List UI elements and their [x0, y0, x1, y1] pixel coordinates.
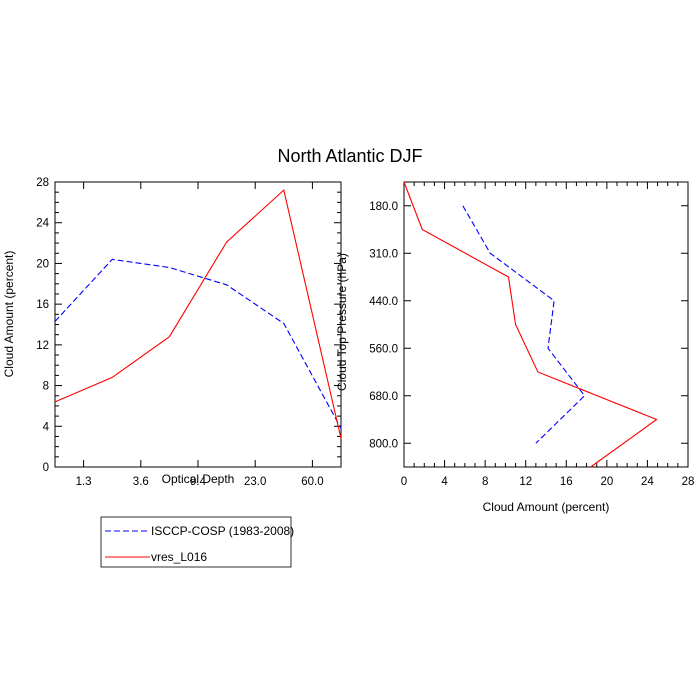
- right-xtick-label-2: 8: [482, 476, 488, 488]
- left-ticks: 0 4 8 12 16 20 24 28 1.3 3.6 9.4 23.0 60.0: [36, 177, 341, 488]
- right-xlabel: Cloud Amount (percent): [483, 500, 610, 514]
- right-plot-frame: [403, 181, 689, 468]
- left-ylabel: Cloud Amount (percent): [2, 251, 16, 378]
- optical-depth-panel: 0 4 8 12 16 20 24 28 1.3 3.6 9.4 23.0 60.0 Optical D…: [2, 177, 342, 488]
- right-xtick-label-1: 4: [441, 476, 448, 488]
- left-xtick-label-3: 23.0: [244, 476, 266, 488]
- left-ytick-label-4: 16: [36, 299, 49, 311]
- left-series: [54, 189, 342, 439]
- left-series-line-1: [54, 189, 342, 439]
- right-xtick-label-4: 16: [560, 476, 573, 488]
- right-ytick-label-3: 560.0: [369, 343, 398, 355]
- right-xtick-label-7: 28: [682, 476, 695, 488]
- left-ytick-label-5: 20: [36, 258, 49, 270]
- left-plot-frame: [54, 181, 342, 468]
- right-ylabel: Cloud Top Pressure (hPa): [335, 253, 349, 391]
- right-ytick-label-2: 440.0: [369, 296, 398, 308]
- left-xtick-label-4: 60.0: [301, 476, 323, 488]
- left-series-line-0: [54, 258, 342, 429]
- right-xtick-label-5: 20: [600, 476, 613, 488]
- legend-label-1: vres_L016: [151, 550, 207, 564]
- left-ytick-label-6: 24: [36, 218, 49, 230]
- legend: ISCCP-COSP (1983-2008) vres_L016: [100, 516, 294, 568]
- legend-label-0: ISCCP-COSP (1983-2008): [151, 524, 294, 538]
- right-ytick-label-0: 180.0: [369, 201, 398, 213]
- right-ytick-label-4: 680.0: [369, 391, 398, 403]
- left-ytick-label-2: 8: [43, 381, 49, 393]
- right-series: [403, 181, 658, 468]
- legend-box: [100, 516, 292, 568]
- left-xtick-label-0: 1.3: [76, 476, 92, 488]
- right-xtick-label-3: 12: [519, 476, 532, 488]
- right-series-line-1: [403, 181, 658, 468]
- right-ytick-label-1: 310.0: [369, 248, 398, 260]
- chart-title: North Atlantic DJF: [277, 146, 422, 166]
- right-ticks: 0 4 8 12 16 20 24 28 180.0 310.0 440.0 560.0 680.0 80…: [369, 182, 694, 488]
- left-ytick-label-7: 28: [36, 177, 49, 189]
- right-xtick-label-6: 24: [641, 476, 654, 488]
- right-ytick-label-5: 800.0: [369, 438, 398, 450]
- right-series-line-0: [462, 205, 586, 444]
- legend-items: ISCCP-COSP (1983-2008) vres_L016: [105, 524, 294, 564]
- left-xtick-label-1: 3.6: [133, 476, 149, 488]
- left-xlabel: Optical Depth: [162, 472, 235, 486]
- left-xtick-label-2: 9.4: [190, 476, 207, 488]
- right-xtick-label-0: 0: [401, 476, 407, 488]
- left-ytick-label-0: 0: [43, 462, 49, 474]
- left-ytick-label-1: 4: [43, 421, 50, 433]
- pressure-panel: 0 4 8 12 16 20 24 28 180.0 310.0 440.0 560.0 680.0 80…: [335, 181, 694, 514]
- left-ytick-label-3: 12: [36, 340, 49, 352]
